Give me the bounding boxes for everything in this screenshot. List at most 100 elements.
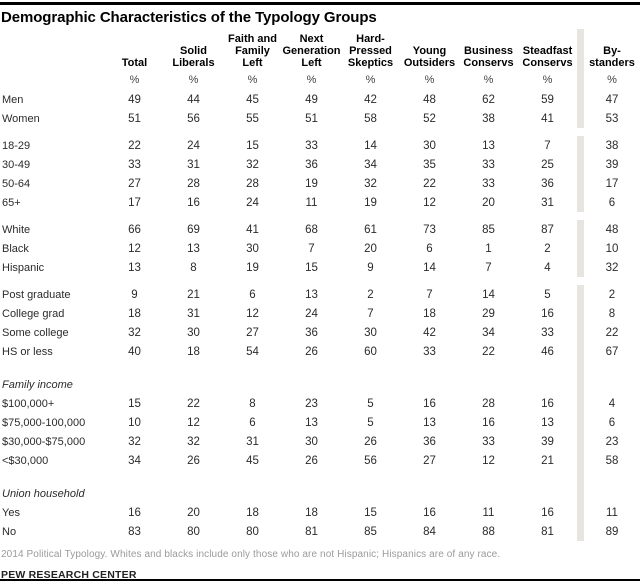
value-cell: 14 (423, 261, 436, 274)
value-cell: 33 (482, 177, 495, 190)
value-cell: 5 (367, 416, 374, 429)
table-row: White 66 69 41 68 61 73 85 87 48 (0, 220, 640, 239)
row-label: White (2, 223, 31, 236)
value-cell: 22 (128, 139, 141, 152)
table-row: $75,000-100,000 10 12 6 13 5 13 16 13 6 (0, 413, 640, 432)
value-cell: 7 (367, 307, 374, 320)
value-cell: 16 (423, 397, 436, 410)
row-label: No (2, 525, 17, 538)
spacer-cell (584, 361, 640, 369)
value-cell: 1 (485, 242, 492, 255)
column-separator (577, 451, 584, 470)
value-cell: 16 (541, 397, 554, 410)
row-label: Women (2, 112, 40, 125)
empty-cell (164, 478, 223, 503)
table-note: 2014 Political Typology. Whites and blac… (1, 549, 501, 560)
value-cell: 5 (544, 288, 551, 301)
value-cell: 24 (246, 196, 259, 209)
value-cell: 32 (605, 261, 619, 274)
value-cell: 85 (482, 223, 495, 236)
empty-cell (584, 478, 640, 503)
value-cell: 42 (423, 326, 436, 339)
table-row: Men 49 44 45 49 42 48 62 59 47 (0, 90, 640, 109)
value-cell: 15 (364, 506, 377, 519)
value-cell: 18 (423, 307, 436, 320)
column-separator (577, 470, 584, 478)
empty-cell (341, 478, 400, 503)
bottom-rule (0, 579, 640, 581)
value-cell: 19 (364, 196, 377, 209)
value-cell: 24 (305, 307, 318, 320)
table-row: <$30,000 34 26 45 26 56 27 12 21 58 (0, 451, 640, 470)
table-row: Women 51 56 55 51 58 52 38 41 53 (0, 109, 640, 128)
table-row: Hispanic 13 8 19 15 9 14 7 4 32 (0, 258, 640, 277)
value-cell: 12 (423, 196, 436, 209)
empty-cell (341, 369, 400, 394)
value-cell: 2 (608, 288, 616, 301)
value-cell: 49 (305, 93, 318, 106)
value-cell: 81 (541, 525, 554, 538)
column-header-business-conservs: Business Conservs (463, 45, 514, 69)
value-cell: 46 (541, 345, 554, 358)
column-separator (577, 394, 584, 413)
value-cell: 36 (305, 326, 318, 339)
value-cell: 23 (305, 397, 318, 410)
value-cell: 33 (541, 326, 554, 339)
section-label: Union household (2, 488, 85, 500)
value-cell: 27 (423, 454, 436, 467)
empty-cell (459, 478, 518, 503)
table-row: College grad 18 31 12 24 7 18 29 16 8 (0, 304, 640, 323)
value-cell: 26 (305, 345, 318, 358)
unit-percent: % (424, 74, 435, 86)
value-cell: 22 (605, 326, 619, 339)
value-cell: 16 (187, 196, 200, 209)
row-label: Men (2, 93, 24, 106)
value-cell: 56 (187, 112, 200, 125)
column-separator (577, 478, 584, 503)
value-cell: 34 (128, 454, 141, 467)
value-cell: 49 (128, 93, 141, 106)
value-cell: 9 (367, 261, 374, 274)
row-label: Some college (2, 326, 69, 339)
row-label (0, 71, 105, 90)
empty-cell (282, 478, 341, 503)
value-cell: 33 (423, 345, 436, 358)
value-cell: 28 (246, 177, 259, 190)
unit-percent: % (365, 74, 376, 86)
row-label: Hispanic (2, 261, 45, 274)
empty-cell (400, 478, 459, 503)
value-cell: 44 (187, 93, 200, 106)
top-rule (0, 2, 640, 5)
row-label: 18-29 (2, 139, 31, 152)
value-cell: 51 (305, 112, 318, 125)
value-cell: 83 (128, 525, 141, 538)
value-cell: 13 (541, 416, 554, 429)
column-separator (577, 323, 584, 342)
value-cell: 21 (187, 288, 200, 301)
value-cell: 85 (364, 525, 377, 538)
value-cell: 17 (605, 177, 619, 190)
column-separator (577, 212, 584, 220)
value-cell: 7 (426, 288, 433, 301)
value-cell: 28 (482, 397, 495, 410)
column-separator (577, 361, 584, 369)
table-row: Post graduate 9 21 6 13 2 7 14 5 2 (0, 285, 640, 304)
value-cell: 56 (364, 454, 377, 467)
value-cell: 17 (128, 196, 141, 209)
value-cell: 32 (364, 177, 377, 190)
value-cell: 69 (187, 223, 200, 236)
value-cell: 6 (426, 242, 433, 255)
demographics-table: Total Solid Liberals Faith and Family Left… (0, 29, 640, 541)
value-cell: 58 (605, 454, 619, 467)
column-separator (577, 239, 584, 258)
value-cell: 2 (367, 288, 374, 301)
group-spacer (0, 361, 640, 369)
value-cell: 45 (246, 454, 259, 467)
empty-cell (518, 369, 577, 394)
value-cell: 81 (305, 525, 318, 538)
row-label: College grad (2, 307, 65, 320)
value-cell: 32 (246, 158, 259, 171)
value-cell: 16 (423, 506, 436, 519)
value-cell: 36 (423, 435, 436, 448)
